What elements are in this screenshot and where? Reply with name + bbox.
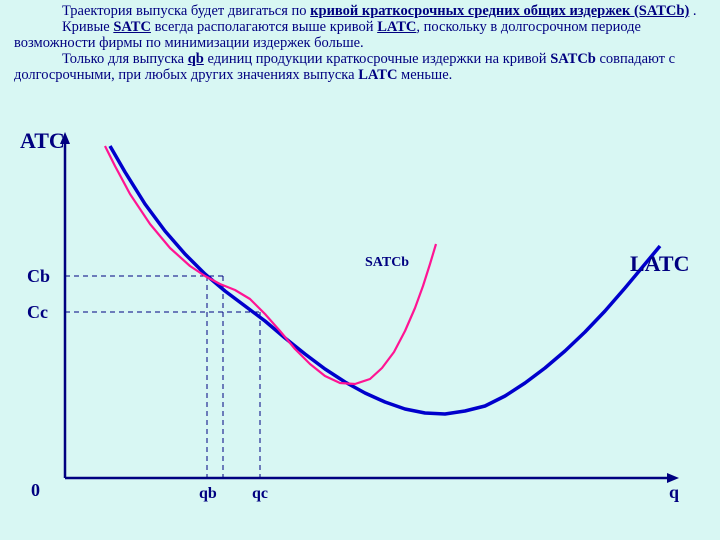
- cost-curves-chart: ATC Cb Cc 0 qb qc q SATCb LATC: [10, 116, 710, 536]
- p3-d: SATCb: [550, 51, 596, 67]
- p1-a: Траектория выпуска будет двигаться по: [62, 3, 310, 19]
- latc-label: LATC: [630, 251, 690, 276]
- latc-curve: [110, 146, 660, 414]
- paragraph-3: Только для выпуска qb единиц продукции к…: [14, 52, 706, 84]
- p2-d: LATC: [377, 19, 416, 35]
- cb-label: Cb: [27, 266, 50, 286]
- p3-a: Только для выпуска: [62, 51, 188, 67]
- p3-g: меньше.: [397, 67, 452, 83]
- p3-f: LATC: [358, 67, 397, 83]
- p2-a: Кривые: [62, 19, 113, 35]
- page-root: Траектория выпуска будет двигаться по кр…: [0, 0, 720, 540]
- paragraph-1: Траектория выпуска будет двигаться по кр…: [14, 4, 706, 20]
- cc-label: Cc: [27, 302, 48, 322]
- chart-area: ATC Cb Cc 0 qb qc q SATCb LATC: [10, 116, 710, 536]
- p1-b: кривой краткосрочных средних общих издер…: [310, 3, 689, 19]
- p3-c: единиц продукции краткосрочные издержки …: [204, 51, 550, 67]
- paragraph-2: Кривые SATC всегда располагаются выше кр…: [14, 20, 706, 52]
- qb-label: qb: [199, 485, 217, 502]
- x-axis-title: q: [669, 482, 679, 502]
- satcb-label: SATCb: [365, 255, 409, 270]
- y-axis-title: ATC: [20, 128, 65, 153]
- p2-c: всегда располагаются выше кривой: [151, 19, 377, 35]
- qc-label: qc: [252, 485, 268, 502]
- p3-b: qb: [188, 51, 204, 67]
- origin-label: 0: [31, 480, 40, 500]
- p2-b: SATC: [113, 19, 151, 35]
- explanatory-text: Траектория выпуска будет двигаться по кр…: [0, 0, 720, 86]
- p1-c: .: [689, 3, 696, 19]
